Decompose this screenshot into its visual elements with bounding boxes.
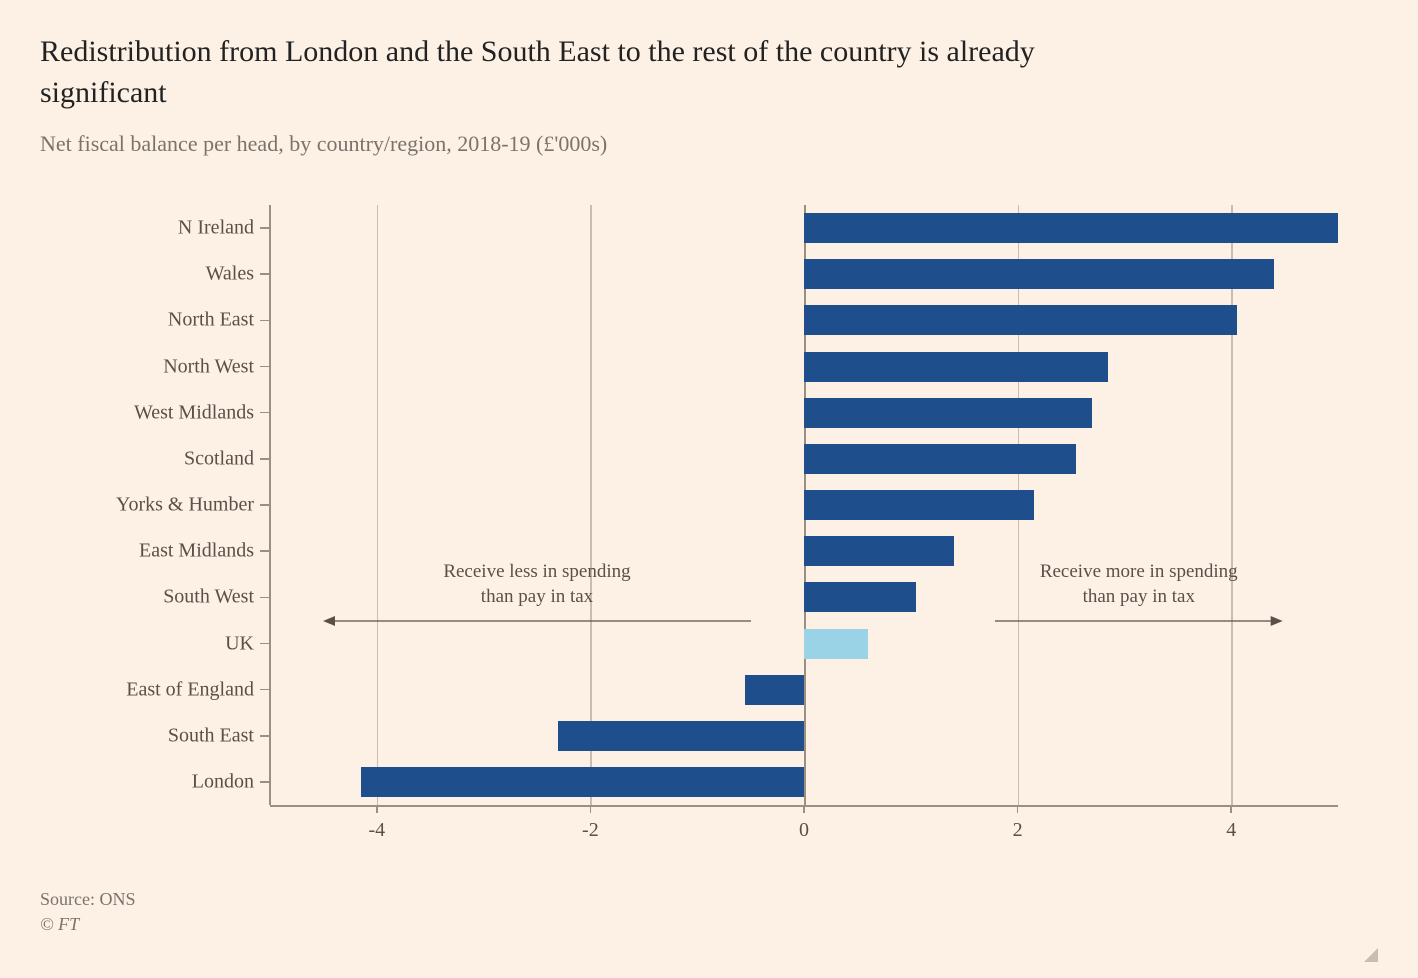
category-label: East of England	[126, 678, 254, 701]
gridline	[590, 205, 592, 805]
x-tick-label: 0	[799, 819, 809, 842]
x-tick	[1230, 805, 1232, 813]
chart-title: Redistribution from London and the South…	[40, 32, 1140, 113]
category-label: Yorks & Humber	[116, 494, 254, 517]
bar	[804, 352, 1108, 382]
plot-area	[270, 205, 1338, 805]
x-tick-label: -2	[582, 819, 599, 842]
category-label: North West	[163, 355, 254, 378]
bar	[745, 675, 804, 705]
x-tick	[376, 805, 378, 813]
gridline	[377, 205, 379, 805]
bar	[361, 767, 804, 797]
category-label: South East	[168, 724, 254, 747]
y-tick	[260, 366, 270, 368]
bar	[804, 213, 1338, 243]
gridline	[1231, 205, 1233, 805]
y-tick	[260, 781, 270, 783]
bar	[804, 490, 1034, 520]
corner-resize-icon	[1364, 948, 1378, 962]
bar	[804, 536, 954, 566]
y-tick	[260, 689, 270, 691]
x-tick-label: 4	[1226, 819, 1236, 842]
y-tick	[260, 412, 270, 414]
bar	[804, 444, 1076, 474]
y-tick	[260, 227, 270, 229]
x-tick-label: -4	[368, 819, 385, 842]
chart-footer: Source: ONS © FT	[40, 887, 1378, 937]
y-tick	[260, 597, 270, 599]
x-tick	[803, 805, 805, 813]
chart-subtitle: Net fiscal balance per head, by country/…	[40, 131, 1378, 157]
x-tick	[1017, 805, 1019, 813]
category-label: UK	[225, 632, 254, 655]
category-label: Scotland	[184, 447, 254, 470]
y-tick	[260, 643, 270, 645]
category-label: N Ireland	[178, 217, 254, 240]
y-tick	[260, 273, 270, 275]
y-tick	[260, 550, 270, 552]
source-text: Source: ONS	[40, 887, 1378, 912]
chart-container: -4 -2 0 2 4 N Ireland Wales North East North Wes…	[40, 205, 1378, 865]
bar	[804, 582, 916, 612]
category-label: South West	[163, 586, 254, 609]
bar	[804, 305, 1237, 335]
y-tick	[260, 320, 270, 322]
category-label: London	[192, 771, 254, 794]
y-tick	[260, 458, 270, 460]
y-tick	[260, 504, 270, 506]
x-tick	[590, 805, 592, 813]
bar	[804, 259, 1274, 289]
bar	[558, 721, 804, 751]
category-label: West Midlands	[134, 401, 254, 424]
category-label: North East	[168, 309, 254, 332]
bar	[804, 398, 1092, 428]
bar	[804, 629, 868, 659]
y-tick	[260, 735, 270, 737]
category-label: East Midlands	[139, 540, 254, 563]
copyright-text: © FT	[40, 912, 1378, 937]
category-label: Wales	[206, 263, 254, 286]
x-tick-label: 2	[1013, 819, 1023, 842]
